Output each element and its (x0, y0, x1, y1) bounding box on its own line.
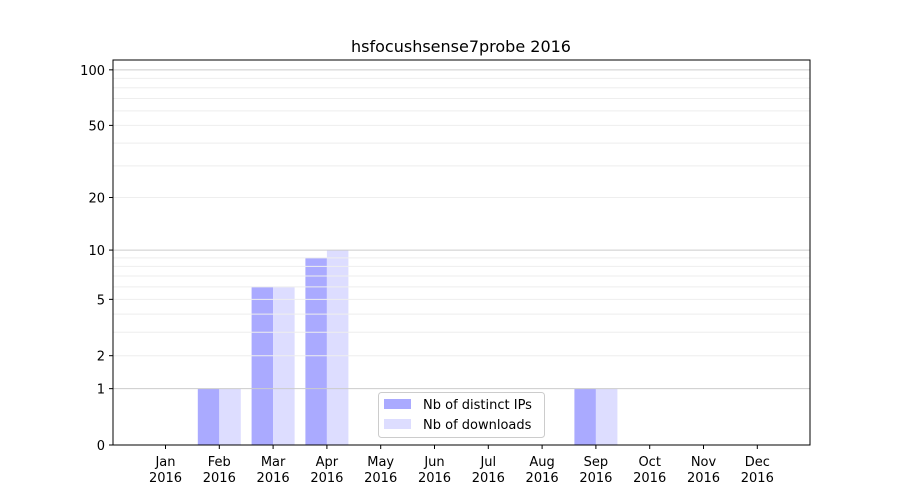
x-tick-label: Dec 2016 (741, 455, 774, 486)
bar-distinct-ips (574, 388, 596, 445)
y-tick-label: 100 (80, 64, 105, 79)
bar-distinct-ips (251, 286, 274, 445)
x-axis: Jan 2016 Feb 2016 Mar 2016 Apr 2016 May 2016 Jun 20… (149, 445, 774, 486)
x-tick-label: Jul 2016 (472, 455, 505, 486)
bar-downloads (595, 388, 618, 445)
x-tick-label: May 2016 (364, 455, 397, 486)
y-tick-label: 1 (97, 383, 105, 398)
y-tick-label: 20 (88, 192, 105, 207)
legend-box (378, 392, 545, 438)
legend-swatch (384, 419, 411, 429)
bar-downloads (273, 286, 295, 445)
x-tick-label: Apr 2016 (310, 455, 343, 486)
legend-label: Nb of downloads (423, 418, 532, 433)
x-tick-label: Mar 2016 (257, 455, 290, 486)
bar-distinct-ips (305, 257, 327, 445)
x-tick-label: Jun 2016 (418, 455, 451, 486)
y-tick-label: 0 (97, 439, 105, 454)
x-tick-label: Sep 2016 (579, 455, 612, 486)
bars (197, 250, 618, 445)
bar-downloads (219, 388, 241, 445)
x-tick-label: Oct 2016 (633, 455, 666, 486)
y-tick-label: 2 (97, 350, 105, 365)
x-tick-label: Feb 2016 (203, 455, 236, 486)
y-tick-label: 5 (97, 293, 105, 308)
y-tick-label: 50 (88, 119, 105, 134)
plot-frame (112, 59, 811, 446)
bar-downloads (326, 250, 349, 445)
x-tick-label: Jan 2016 (149, 455, 182, 486)
legend-label: Nb of distinct IPs (423, 398, 532, 413)
x-tick-label: Nov 2016 (687, 455, 720, 486)
chart-title: hsfocushsense7probe 2016 (351, 37, 571, 56)
y-tick-label: 10 (88, 244, 105, 259)
legend-swatch (384, 399, 411, 409)
bar-distinct-ips (197, 388, 220, 445)
y-axis: 0 1 2 5 10 20 50 100 (80, 64, 113, 454)
legend: Nb of distinct IPs Nb of downloads (378, 392, 545, 438)
x-tick-label: Aug 2016 (526, 455, 559, 486)
gridlines-overlay (113, 69, 810, 390)
